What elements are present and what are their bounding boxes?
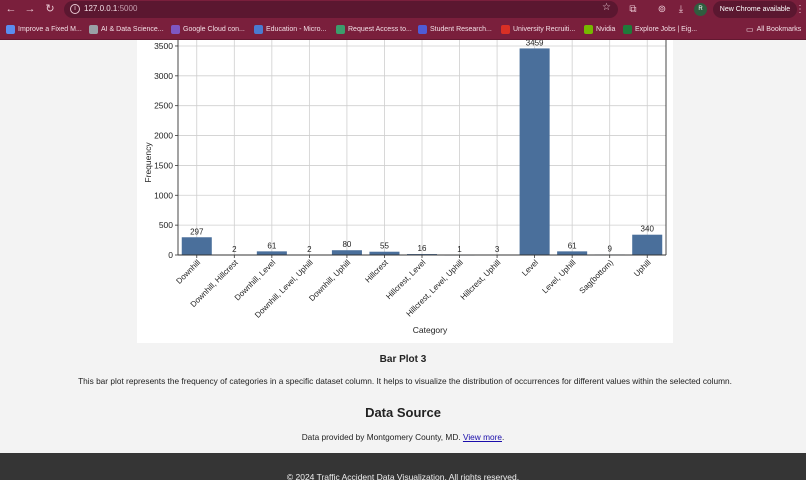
bar (557, 251, 588, 255)
update-chrome-button[interactable]: New Chrome available (713, 1, 797, 18)
bookmark-item[interactable]: Nvidia (584, 23, 615, 36)
bar-value-label: 3 (495, 245, 500, 254)
bookmark-item[interactable]: Request Access to... (336, 23, 412, 36)
x-tick-label: Hillcrest (363, 258, 390, 285)
bar (181, 237, 212, 255)
plot-description: This bar plot represents the frequency o… (78, 376, 732, 386)
bookmark-item[interactable]: Education - Micro... (254, 23, 326, 36)
more-menu-icon[interactable]: ⋮ (795, 4, 805, 15)
x-tick-label: Downhill (174, 258, 202, 286)
bar-value-label: 3459 (526, 40, 544, 47)
bar-value-label: 55 (380, 242, 389, 251)
x-tick-label: Level, Uphill (540, 258, 577, 295)
chart-card: 0 500 1000 1500 2000 2500 3000 3500 297 2 61 2 80 55 1… (137, 38, 673, 343)
bookmark-star-icon[interactable]: ☆ (602, 2, 611, 13)
forward-arrow-icon[interactable]: → (24, 3, 36, 15)
bookmark-item[interactable]: Improve a Fixed M... (6, 23, 82, 36)
y-tick-label: 500 (159, 220, 173, 230)
browser-toolbar: ← → ↻ i 127.0.0.1:5000 ☆ ⧉ ⊚ ⤓ R New Chr… (0, 0, 806, 19)
bar (632, 234, 663, 255)
bar-value-label: 61 (568, 241, 577, 250)
data-source-heading: Data Source (365, 405, 441, 420)
bookmark-favicon-icon (336, 25, 345, 34)
x-tick-label: Sag(bottom) (578, 258, 616, 296)
bookmark-item[interactable]: Explore Jobs | Eig... (623, 23, 697, 36)
view-more-link[interactable]: View more (462, 432, 502, 442)
bookmark-item[interactable]: Google Cloud con... (171, 23, 245, 36)
bookmark-favicon-icon (418, 25, 427, 34)
bookmark-item[interactable]: AI & Data Science... (89, 23, 164, 36)
bar-value-label: 61 (267, 241, 276, 250)
bookmark-favicon-icon (171, 25, 180, 34)
address-bar[interactable]: i 127.0.0.1:5000 ☆ (64, 1, 618, 18)
tab-search-icon[interactable]: ⊚ (657, 4, 667, 15)
bar-value-label: 340 (641, 225, 655, 234)
bookmark-item[interactable]: University Recruiti... (501, 23, 575, 36)
bar-value-label: 2 (307, 245, 312, 254)
x-tick-label: Level (520, 258, 540, 278)
url-text: 127.0.0.1:5000 (84, 4, 138, 13)
download-icon[interactable]: ⤓ (678, 4, 684, 15)
bookmark-favicon-icon (501, 25, 510, 34)
bookmark-favicon-icon (6, 25, 15, 34)
page-footer: © 2024 Traffic Accident Data Visualizati… (0, 453, 806, 480)
reload-icon[interactable]: ↻ (45, 3, 55, 15)
folder-icon: ▭ (746, 25, 754, 34)
bookmark-favicon-icon (623, 25, 632, 34)
bar (256, 251, 287, 255)
bar (519, 48, 550, 255)
x-tick-label: Hillcrest, Uphill (459, 258, 503, 302)
bar (406, 254, 438, 255)
y-tick-label: 3000 (154, 71, 173, 81)
y-tick-label: 1000 (154, 190, 173, 200)
bar-value-label: 9 (607, 244, 612, 253)
bookmark-favicon-icon (584, 25, 593, 34)
y-tick-label: 1500 (154, 160, 173, 170)
bookmarks-bar: Improve a Fixed M... AI & Data Science..… (0, 19, 806, 40)
bar-value-label: 1 (457, 245, 462, 254)
y-tick-label: 2000 (154, 131, 173, 141)
all-bookmarks-button[interactable]: ▭ All Bookmarks (746, 25, 802, 34)
x-axis-title: Category (413, 325, 448, 335)
y-axis-title: Frequency (143, 142, 153, 183)
x-tick-label: Uphill (632, 258, 653, 279)
y-tick-label: 3500 (154, 41, 173, 51)
back-arrow-icon[interactable]: ← (5, 3, 17, 15)
bar (331, 250, 362, 255)
bar-value-label: 2 (232, 245, 237, 254)
footer-copyright: © 2024 Traffic Accident Data Visualizati… (286, 472, 520, 480)
profile-avatar[interactable]: R (694, 3, 707, 16)
plot-title: Bar Plot 3 (379, 354, 427, 365)
bar (369, 251, 400, 255)
data-source-text: Data provided by Montgomery County, MD. … (301, 432, 505, 442)
bookmark-item[interactable]: Student Research... (418, 23, 492, 36)
bookmark-favicon-icon (89, 25, 98, 34)
bar-value-label: 16 (418, 244, 427, 253)
bookmark-favicon-icon (254, 25, 263, 34)
y-tick-label: 2500 (154, 101, 173, 111)
extensions-icon[interactable]: ⧉ (629, 4, 637, 15)
y-tick-label: 0 (168, 250, 173, 260)
site-info-icon[interactable]: i (70, 4, 80, 14)
bar-chart: 0 500 1000 1500 2000 2500 3000 3500 297 2 61 2 80 55 1… (143, 38, 667, 335)
bar-value-label: 297 (190, 227, 204, 236)
bar-value-label: 80 (342, 240, 351, 249)
